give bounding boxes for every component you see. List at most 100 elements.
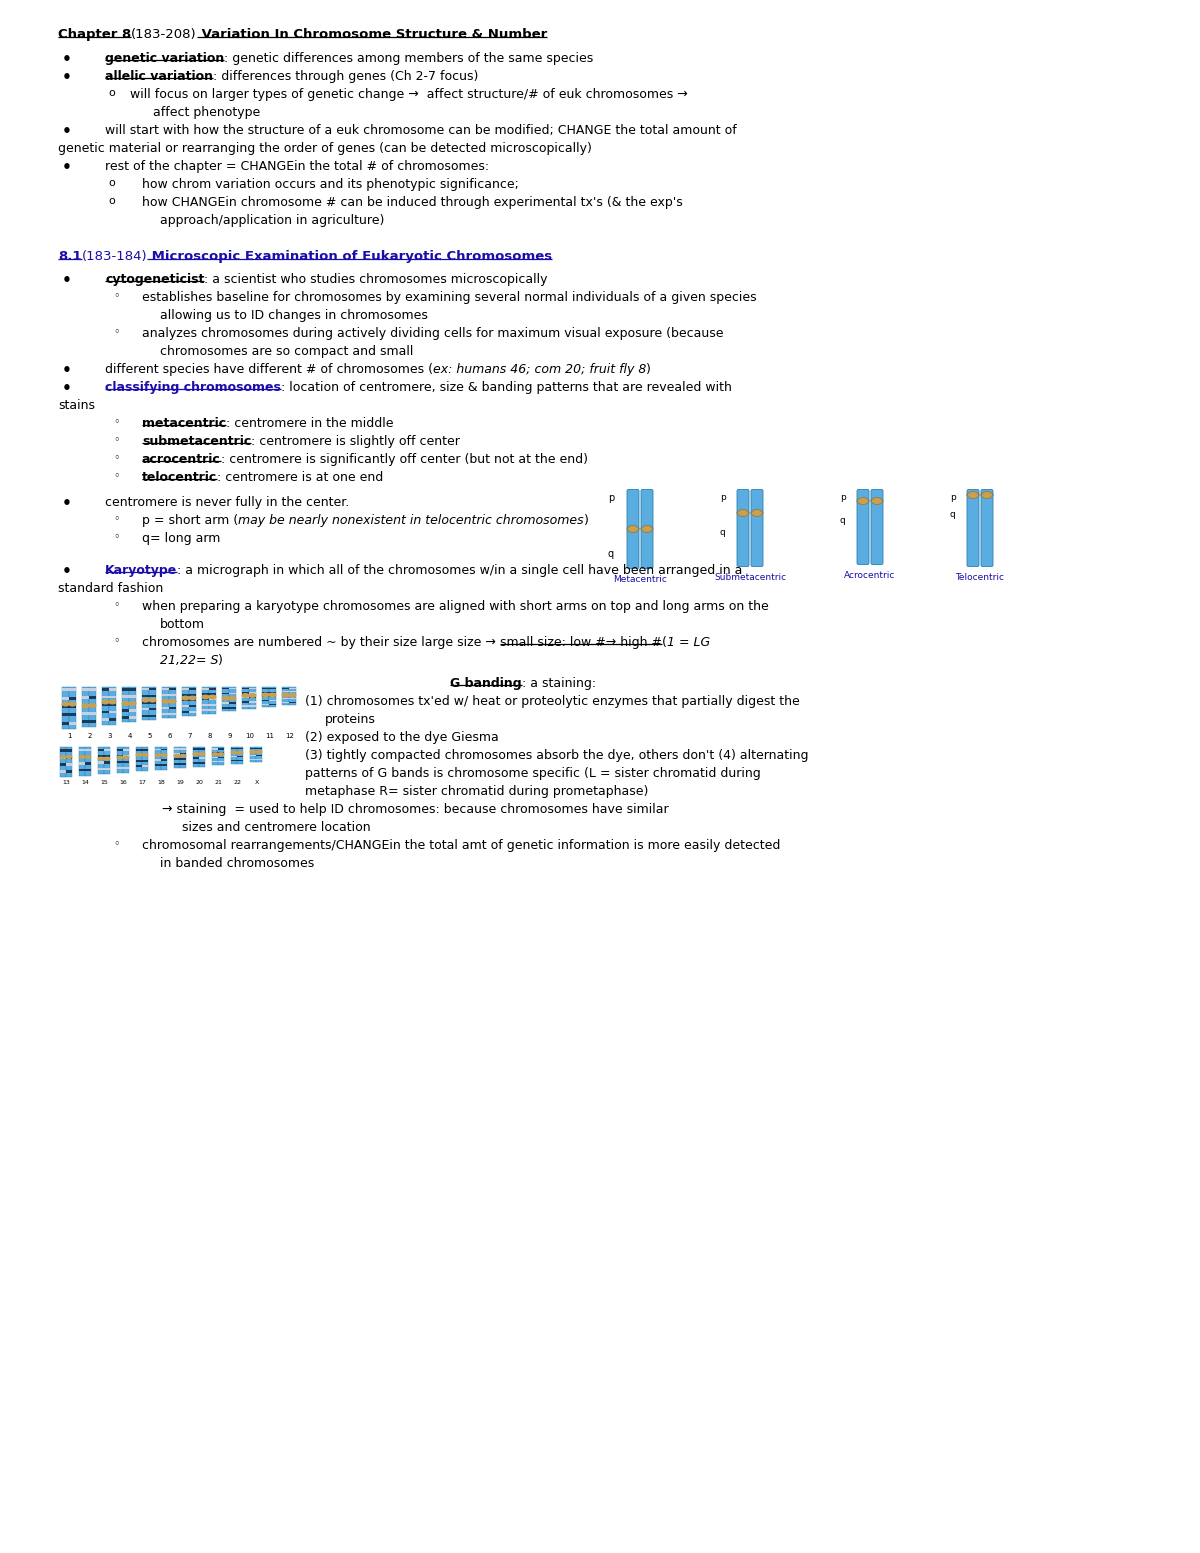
Bar xyxy=(162,707,169,708)
Text: rest of the chapter = CHANGEin the total # of chromosomes:: rest of the chapter = CHANGEin the total… xyxy=(106,160,490,172)
Text: submetacentric: submetacentric xyxy=(142,435,251,447)
Bar xyxy=(130,702,136,705)
Ellipse shape xyxy=(211,752,218,756)
Text: standard fashion: standard fashion xyxy=(58,582,163,595)
Text: : centromere is slightly off center: : centromere is slightly off center xyxy=(251,435,460,447)
Text: ◦: ◦ xyxy=(113,839,120,849)
Text: •: • xyxy=(62,380,72,396)
Bar xyxy=(149,686,156,721)
Text: o: o xyxy=(108,179,115,188)
Bar xyxy=(85,749,91,752)
Bar xyxy=(70,686,76,728)
Text: metaphase R= sister chromatid during prometaphase): metaphase R= sister chromatid during pro… xyxy=(305,784,648,798)
Bar xyxy=(222,697,229,699)
Bar xyxy=(130,710,136,711)
Text: : a micrograph in which all of the chromosomes w/in a single cell have been arra: : a micrograph in which all of the chrom… xyxy=(178,564,743,578)
FancyBboxPatch shape xyxy=(982,494,994,567)
Text: sizes and centromere location: sizes and centromere location xyxy=(182,822,371,834)
Text: ): ) xyxy=(647,363,652,376)
Bar xyxy=(162,700,169,702)
Text: •: • xyxy=(62,495,72,511)
Bar xyxy=(180,753,186,755)
Text: bottom: bottom xyxy=(160,618,205,631)
FancyBboxPatch shape xyxy=(641,489,653,531)
Ellipse shape xyxy=(628,525,638,533)
Bar xyxy=(136,749,142,750)
Bar xyxy=(62,688,70,691)
Bar xyxy=(230,747,238,764)
Bar xyxy=(256,747,262,763)
Text: Acrocentric: Acrocentric xyxy=(845,572,895,579)
Text: : centromere is significantly off center (but not at the end): : centromere is significantly off center… xyxy=(221,453,588,466)
Bar xyxy=(162,713,169,714)
Text: 6: 6 xyxy=(167,733,172,739)
Bar xyxy=(155,764,161,766)
Text: 9: 9 xyxy=(227,733,232,739)
Ellipse shape xyxy=(136,753,143,756)
Ellipse shape xyxy=(84,755,91,759)
Bar xyxy=(62,722,70,725)
Bar xyxy=(174,763,180,764)
Ellipse shape xyxy=(162,699,169,704)
Bar xyxy=(212,747,218,766)
Ellipse shape xyxy=(122,755,130,759)
Text: ): ) xyxy=(218,654,223,666)
Bar xyxy=(174,758,180,759)
Ellipse shape xyxy=(858,497,869,505)
Text: ex: humans 46; com 20; fruit fly 8: ex: humans 46; com 20; fruit fly 8 xyxy=(433,363,647,376)
Ellipse shape xyxy=(97,756,104,761)
Text: affect phenotype: affect phenotype xyxy=(154,106,260,120)
Text: metacentric: metacentric xyxy=(142,418,226,430)
Bar xyxy=(118,749,124,750)
Bar xyxy=(102,711,109,713)
Text: classifying chromosomes: classifying chromosomes xyxy=(106,380,281,394)
Bar xyxy=(66,756,72,758)
Bar xyxy=(169,694,176,696)
Ellipse shape xyxy=(161,753,168,758)
Bar xyxy=(250,697,256,699)
Text: p: p xyxy=(840,492,846,502)
Bar xyxy=(162,688,169,690)
Bar xyxy=(242,700,250,702)
Text: : centromere in the middle: : centromere in the middle xyxy=(226,418,394,430)
Text: ◦: ◦ xyxy=(113,533,120,542)
Bar xyxy=(229,697,236,699)
Bar xyxy=(209,693,216,696)
Bar xyxy=(104,749,110,752)
Ellipse shape xyxy=(116,755,124,759)
Text: q: q xyxy=(840,516,846,525)
Bar xyxy=(199,763,205,764)
Text: Chapter 8: Chapter 8 xyxy=(58,28,131,40)
Bar xyxy=(193,758,199,759)
Text: : differences through genes (Ch 2-7 focus): : differences through genes (Ch 2-7 focu… xyxy=(214,70,479,82)
Bar xyxy=(85,769,91,772)
Text: •: • xyxy=(62,564,72,579)
Bar xyxy=(199,758,205,759)
Bar xyxy=(142,766,148,767)
Bar xyxy=(60,749,66,752)
Bar xyxy=(109,696,116,699)
Text: 21: 21 xyxy=(215,780,222,784)
Text: proteins: proteins xyxy=(325,713,376,725)
Bar xyxy=(122,696,130,697)
Bar xyxy=(79,756,85,758)
Bar xyxy=(79,763,85,764)
Ellipse shape xyxy=(202,694,210,699)
Ellipse shape xyxy=(174,753,180,758)
Ellipse shape xyxy=(142,697,150,702)
Bar xyxy=(62,713,70,716)
Bar xyxy=(136,759,142,763)
Text: : a scientist who studies chromosomes microscopically: : a scientist who studies chromosomes mi… xyxy=(204,273,548,286)
Ellipse shape xyxy=(871,497,882,505)
FancyBboxPatch shape xyxy=(857,500,869,564)
Bar xyxy=(142,688,149,691)
Bar xyxy=(60,770,66,772)
Bar xyxy=(209,686,216,713)
Bar xyxy=(250,747,256,763)
Ellipse shape xyxy=(282,693,289,697)
Text: 12: 12 xyxy=(286,733,294,739)
Ellipse shape xyxy=(198,752,205,756)
Text: 1 = LG: 1 = LG xyxy=(667,637,710,649)
Bar xyxy=(89,713,96,714)
Text: patterns of G bands is chromosome specific (L = sister chromatid during: patterns of G bands is chromosome specif… xyxy=(305,767,761,780)
